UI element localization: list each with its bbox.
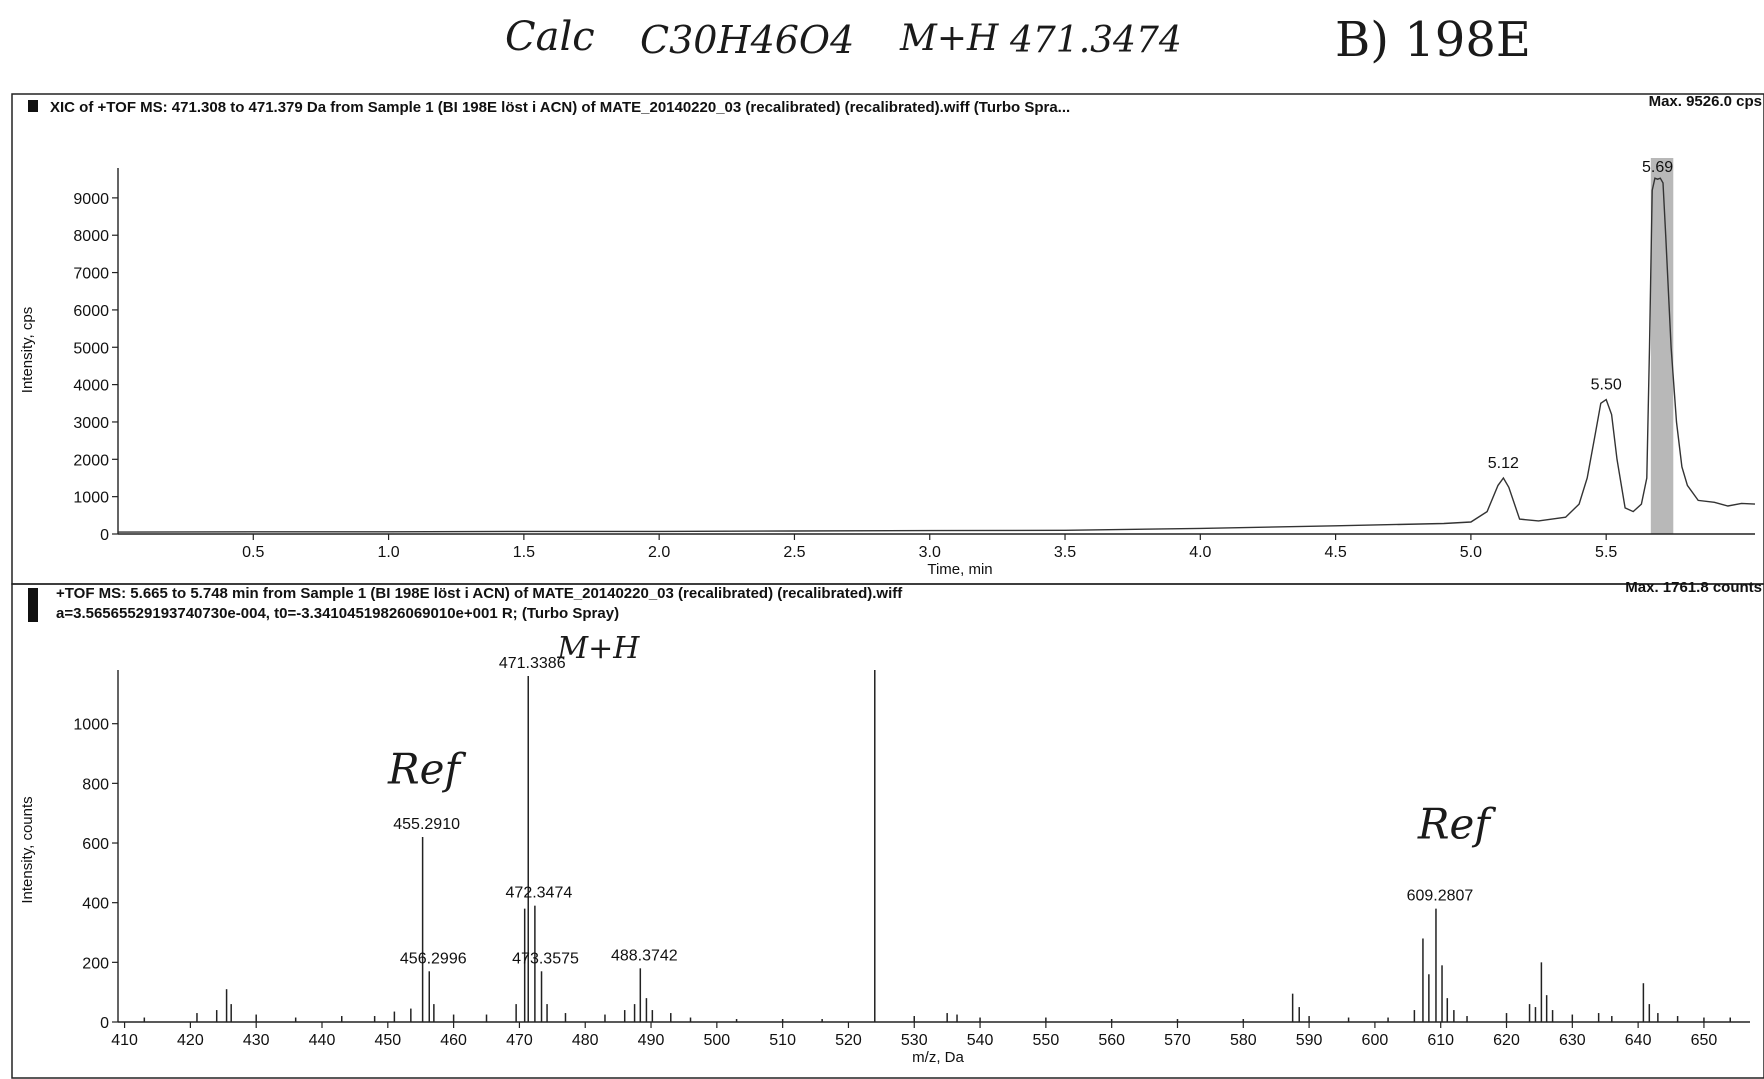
ion-label: M+H (900, 18, 999, 59)
handwritten-header: Calc C30H46O4 M+H 471.3474 B) 198E (0, 0, 1764, 90)
xic-title: XIC of +TOF MS: 471.308 to 471.379 Da fr… (50, 99, 1070, 116)
ms-peak-label: 488.3742 (611, 947, 678, 964)
xic-trace (117, 177, 1756, 533)
ms-x-tick-label: 430 (243, 1032, 270, 1049)
ms-panel: +TOF MS: 5.665 to 5.748 min from Sample … (11, 579, 1764, 1079)
ms-peaks (143, 670, 1732, 1022)
ms-handwritten-note: Ref (387, 744, 466, 793)
ms-handwritten-annotations: M+H Ref Ref (387, 631, 1496, 848)
ms-x-tick-label: 580 (1230, 1032, 1257, 1049)
xic-peak-label: 5.12 (1488, 455, 1519, 472)
ms-x-tick-label: 610 (1427, 1032, 1454, 1049)
ms-x-tick-label: 600 (1362, 1032, 1389, 1049)
xic-panel-marker (28, 100, 38, 112)
ms-x-tick-label: 650 (1691, 1032, 1718, 1049)
ms-x-tick-label: 410 (111, 1032, 138, 1049)
ms-y-tick-label: 800 (82, 776, 109, 793)
ms-x-ticks: 410 420 430 440 450 460 470 480 490 500 510 520 530 5… (111, 1022, 1717, 1049)
xic-x-tick-label: 1.5 (513, 544, 535, 561)
ms-x-tick-label: 590 (1296, 1032, 1323, 1049)
ms-x-tick-label: 440 (309, 1032, 336, 1049)
ms-y-tick-label: 1000 (73, 717, 109, 734)
ms-x-tick-label: 490 (638, 1032, 665, 1049)
xic-y-tick-label: 0 (100, 527, 109, 544)
ms-x-tick-label: 500 (703, 1032, 730, 1049)
ms-handwritten-note: M+H (556, 631, 640, 666)
ms-y-axis-label: Intensity, counts (19, 796, 36, 903)
ms-y-ticks: 0 200 400 600 800 1000 (73, 717, 118, 1032)
xic-peak-label: 5.50 (1591, 377, 1622, 394)
xic-x-tick-label: 4.5 (1324, 544, 1346, 561)
ms-y-tick-label: 600 (82, 836, 109, 853)
xic-max-label: Max. 9526.0 cps (1649, 93, 1762, 110)
xic-y-tick-label: 8000 (73, 228, 109, 245)
ms-x-tick-label: 470 (506, 1032, 533, 1049)
ms-x-tick-label: 620 (1493, 1032, 1520, 1049)
xic-x-ticks: 0.5 1.0 1.5 2.0 2.5 3.0 3.5 4.0 4.5 5.0 5.5 (242, 534, 1617, 561)
xic-y-tick-label: 5000 (73, 340, 109, 357)
xic-x-tick-label: 1.0 (377, 544, 399, 561)
calc-mass-label: 471.3474 (1010, 20, 1182, 61)
ms-max-label: Max. 1761.8 counts (1625, 579, 1762, 596)
ms-peak-label: 456.2996 (400, 950, 467, 967)
ms-x-tick-label: 570 (1164, 1032, 1191, 1049)
xic-y-tick-label: 9000 (73, 191, 109, 208)
xic-peak-labels: 5.12 5.50 5.69 (1488, 159, 1673, 472)
xic-x-tick-label: 5.0 (1460, 544, 1482, 561)
xic-panel: XIC of +TOF MS: 471.308 to 471.379 Da fr… (11, 93, 1764, 585)
ms-peak-label: 473.3575 (512, 950, 579, 967)
xic-axes (117, 168, 1755, 535)
ms-x-tick-label: 560 (1098, 1032, 1125, 1049)
xic-x-tick-label: 4.0 (1189, 544, 1211, 561)
ms-x-tick-label: 480 (572, 1032, 599, 1049)
ms-x-tick-label: 640 (1625, 1032, 1652, 1049)
ms-peak-label: 455.2910 (393, 816, 460, 833)
ms-x-tick-label: 420 (177, 1032, 204, 1049)
ms-x-tick-label: 530 (901, 1032, 928, 1049)
xic-peak-label: 5.69 (1642, 159, 1673, 176)
ms-x-tick-label: 520 (835, 1032, 862, 1049)
ms-y-tick-label: 200 (82, 955, 109, 972)
xic-y-axis-label: Intensity, cps (19, 307, 36, 393)
xic-y-tick-label: 7000 (73, 266, 109, 283)
xic-y-tick-label: 6000 (73, 303, 109, 320)
ms-x-tick-label: 540 (967, 1032, 994, 1049)
xic-y-tick-label: 4000 (73, 378, 109, 395)
xic-x-tick-label: 3.0 (919, 544, 941, 561)
formula-label: C30H46O4 (640, 18, 855, 62)
ms-x-tick-label: 550 (1033, 1032, 1060, 1049)
ms-axes (117, 670, 1750, 1023)
xic-x-tick-label: 2.0 (648, 544, 670, 561)
ms-peak-label: 471.3386 (499, 655, 566, 672)
ms-peak-labels: 455.2910 456.2996 471.3386 472.3474 473.3575… (393, 655, 1473, 967)
ms-title: +TOF MS: 5.665 to 5.748 min from Sample … (56, 585, 903, 602)
ms-x-tick-label: 460 (440, 1032, 467, 1049)
ms-peak-label: 609.2807 (1407, 888, 1474, 905)
xic-y-tick-label: 1000 (73, 490, 109, 507)
ms-x-tick-label: 510 (769, 1032, 796, 1049)
ms-panel-marker (28, 588, 38, 622)
ms-y-tick-label: 0 (100, 1015, 109, 1032)
ms-x-tick-label: 630 (1559, 1032, 1586, 1049)
xic-x-tick-label: 3.5 (1054, 544, 1076, 561)
ms-x-tick-label: 450 (374, 1032, 401, 1049)
xic-y-tick-label: 2000 (73, 452, 109, 469)
xic-x-axis-label: Time, min (927, 561, 992, 578)
calc-label: Calc (505, 14, 595, 60)
xic-selected-range (1650, 158, 1674, 534)
ms-handwritten-note: Ref (1417, 800, 1496, 849)
xic-x-tick-label: 5.5 (1595, 544, 1617, 561)
xic-x-tick-label: 2.5 (783, 544, 805, 561)
ms-y-tick-label: 400 (82, 896, 109, 913)
ms-subtitle: a=3.56565529193740730e-004, t0=-3.341045… (56, 605, 619, 622)
xic-y-ticks: 0 1000 2000 3000 4000 5000 6000 7000 8000 9000 (73, 191, 118, 544)
sample-tag: B) 198E (1335, 12, 1531, 68)
ms-x-axis-label: m/z, Da (912, 1049, 964, 1066)
ms-panel-frame (11, 583, 1764, 1079)
xic-x-tick-label: 0.5 (242, 544, 264, 561)
xic-panel-frame (11, 93, 1764, 585)
xic-y-tick-label: 3000 (73, 415, 109, 432)
ms-peak-label: 472.3474 (506, 885, 573, 902)
